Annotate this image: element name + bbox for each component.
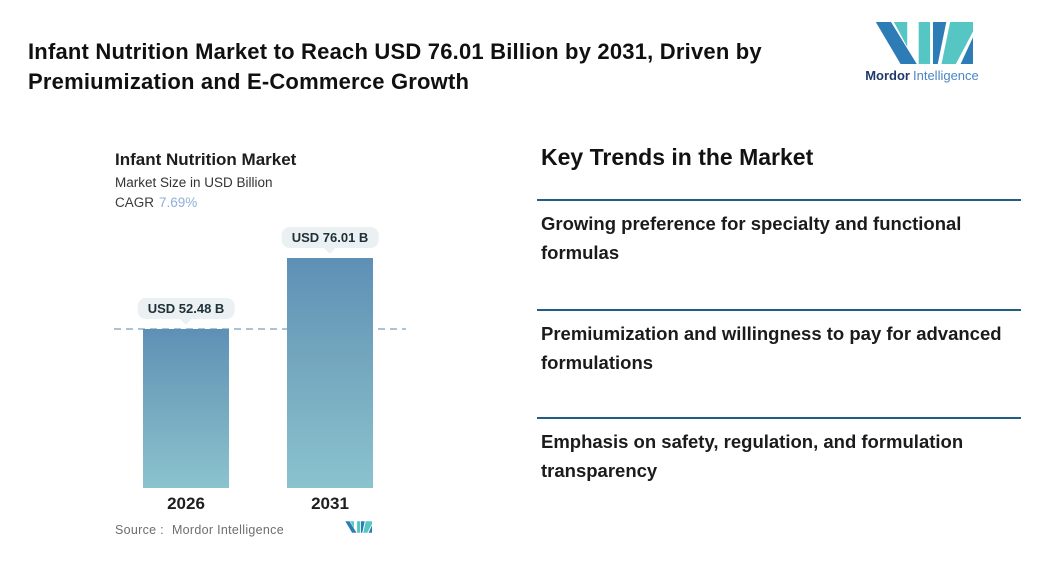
trends-heading: Key Trends in the Market [541,144,814,170]
brand-name-primary: Mordor [865,68,910,83]
chart-cagr: CAGR 7.69% [115,195,197,210]
source-label: Source : [115,523,164,537]
bar-2026: USD 52.48 B 2026 [137,298,235,513]
x-axis-tick-label: 2031 [311,494,349,513]
x-axis-tick-label: 2026 [167,494,205,513]
mordor-intelligence-logo-icon [864,22,980,64]
divider [537,199,1021,201]
trend-item: Premiumization and willingness to pay fo… [541,323,1002,373]
bar-2031: USD 76.01 B 2031 [281,227,379,513]
chart-title: Infant Nutrition Market [115,150,297,169]
baseline-dashed-line [114,328,406,330]
source-logo-icon [344,520,372,538]
page-title: Infant Nutrition Market to Reach USD 76.… [28,38,762,94]
brand-wordmark: Mordor Intelligence [864,68,980,83]
source-value: Mordor Intelligence [171,523,284,537]
bar-value-label: USD 52.48 B [137,298,235,319]
chart-subtitle: Market Size in USD Billion [115,175,273,190]
trend-item: Emphasis on safety, regulation, and form… [541,431,964,481]
divider [537,417,1021,419]
brand-logo: Mordor Intelligence [864,22,980,83]
trend-item: Growing preference for specialty and fun… [541,213,962,263]
cagr-value: 7.69% [159,195,198,210]
cagr-label: CAGR [115,195,155,210]
bar-value-label: USD 76.01 B [281,227,379,248]
source-attribution: Source : Mordor Intelligence [115,523,284,537]
brand-name-secondary: Intelligence [913,68,979,83]
divider [537,309,1021,311]
